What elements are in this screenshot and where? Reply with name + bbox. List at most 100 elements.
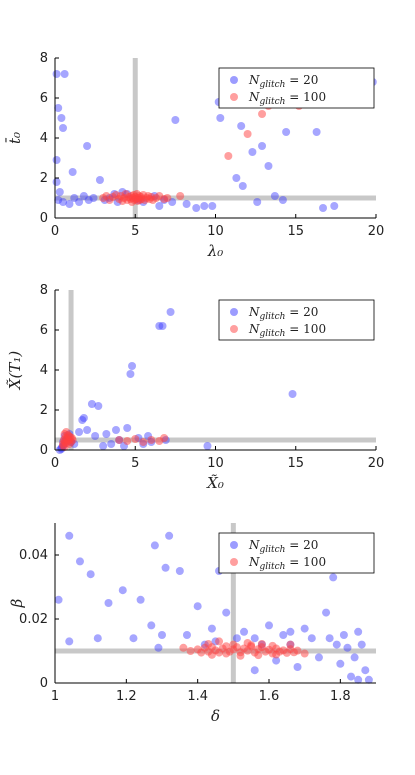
data-point xyxy=(160,434,169,442)
legend-marker-n100 xyxy=(230,325,238,333)
data-point xyxy=(200,202,209,210)
y-tick-label: 4 xyxy=(40,363,48,378)
legend-label: Nglitch = 100 xyxy=(248,322,326,339)
data-point xyxy=(136,595,145,604)
y-axis-label: t̄₀ xyxy=(6,132,24,144)
y-tick-label: 6 xyxy=(40,91,48,106)
data-point xyxy=(361,666,370,675)
data-point xyxy=(104,599,113,607)
legend-label: Nglitch = 100 xyxy=(248,90,326,107)
x-tick-label: 10 xyxy=(207,224,224,239)
data-point xyxy=(279,631,288,639)
data-point xyxy=(312,128,321,136)
x-axis-label: δ xyxy=(211,707,220,725)
data-point xyxy=(293,646,302,655)
data-point xyxy=(330,202,339,210)
x-tick-label: 1.4 xyxy=(187,689,208,704)
x-tick-label: 1.8 xyxy=(330,689,351,704)
data-point xyxy=(286,640,295,649)
data-point xyxy=(54,196,63,204)
data-point xyxy=(83,426,92,434)
x-tick-label: 5 xyxy=(131,456,139,471)
data-point xyxy=(193,602,202,611)
data-point xyxy=(52,156,61,164)
data-point xyxy=(300,649,309,658)
data-point xyxy=(93,634,102,643)
data-point xyxy=(75,428,84,436)
data-point xyxy=(257,639,266,648)
x-tick-label: 1 xyxy=(51,689,59,704)
legend-marker-n20 xyxy=(230,76,238,84)
data-point xyxy=(325,634,334,643)
legend-label: Nglitch = 100 xyxy=(248,555,326,572)
y-tick-label: 6 xyxy=(40,323,48,338)
data-point xyxy=(55,188,64,196)
data-point xyxy=(237,122,246,130)
data-point xyxy=(354,675,363,684)
data-point xyxy=(95,176,104,184)
data-point xyxy=(278,196,287,204)
data-point xyxy=(166,308,175,316)
data-point xyxy=(91,432,100,440)
data-point xyxy=(150,541,159,550)
legend-marker-n100 xyxy=(230,558,238,566)
data-point xyxy=(175,567,184,575)
data-point xyxy=(75,557,84,566)
data-point xyxy=(247,641,256,650)
y-tick-label: 8 xyxy=(40,51,48,66)
data-point xyxy=(350,653,359,662)
data-point xyxy=(282,128,291,136)
data-point xyxy=(224,152,233,160)
data-point xyxy=(357,640,366,649)
data-point xyxy=(322,608,331,617)
data-point xyxy=(339,631,348,639)
data-point xyxy=(293,663,302,671)
data-point xyxy=(258,142,267,150)
data-point xyxy=(171,116,180,124)
data-point xyxy=(182,200,191,208)
y-tick-label: 0 xyxy=(40,676,48,691)
data-point xyxy=(203,442,212,450)
data-point xyxy=(343,643,352,652)
data-point xyxy=(268,641,277,650)
data-point xyxy=(270,192,279,200)
data-point xyxy=(54,104,63,112)
data-point xyxy=(154,643,163,652)
data-point xyxy=(250,666,259,675)
data-point xyxy=(115,436,124,444)
data-point xyxy=(165,531,174,540)
data-point xyxy=(336,659,345,668)
x-axis-label: λ₀ xyxy=(207,242,224,260)
data-point xyxy=(57,114,66,122)
legend-box xyxy=(218,532,375,574)
panel-2: 0 5 10 15 20 0 2 4 6 8 X̃₀ X̃(T₁) Nglitch = 20Nglitc… xyxy=(6,283,384,492)
data-point xyxy=(248,148,257,156)
data-point xyxy=(307,634,316,643)
data-point xyxy=(258,110,267,118)
legend-marker-n20 xyxy=(230,308,238,316)
data-point xyxy=(155,202,164,210)
data-point xyxy=(65,637,74,646)
data-point xyxy=(163,194,172,202)
data-point xyxy=(286,627,295,636)
data-point xyxy=(94,402,103,410)
data-point xyxy=(123,437,132,445)
y-tick-label: 8 xyxy=(40,283,48,298)
data-point xyxy=(272,650,281,659)
data-point xyxy=(182,631,191,639)
data-point xyxy=(99,442,108,450)
data-point xyxy=(161,563,170,572)
data-point xyxy=(264,162,273,170)
data-point xyxy=(192,204,201,212)
y-tick-label: 2 xyxy=(40,403,48,418)
y-tick-label: 0.02 xyxy=(19,612,48,627)
data-point xyxy=(204,639,213,648)
data-point xyxy=(60,70,69,78)
legend-label: Nglitch = 20 xyxy=(248,538,318,555)
data-point xyxy=(186,647,195,655)
y-axis-label: β xyxy=(8,598,26,608)
data-point xyxy=(208,202,217,210)
